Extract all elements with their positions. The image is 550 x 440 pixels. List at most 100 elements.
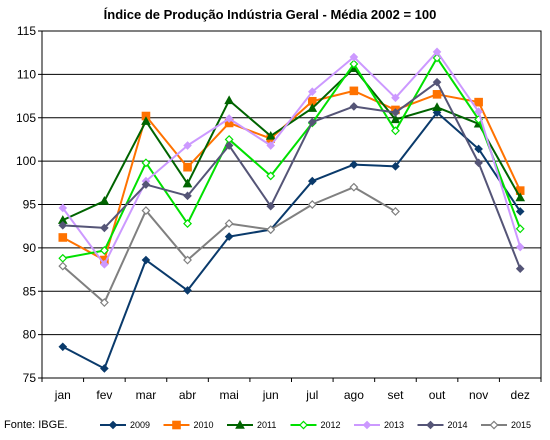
legend-swatch-marker	[235, 419, 245, 429]
data-point-2009	[100, 364, 109, 373]
data-point-2009	[391, 162, 400, 171]
y-tick-label: 110	[17, 67, 36, 81]
data-point-2012	[99, 246, 109, 255]
data-point-2009	[141, 255, 151, 265]
data-point-2011	[224, 95, 234, 105]
legend-item-2015: 2015	[481, 420, 531, 430]
data-point-2010	[58, 233, 68, 242]
data-point-2012	[349, 59, 359, 69]
data-point-2014	[391, 108, 400, 117]
data-point-2011	[307, 103, 318, 112]
series-2013	[58, 47, 525, 269]
y-tick-label: 100	[16, 154, 36, 168]
legend-item-2010: 2010	[163, 420, 214, 430]
data-point-2012	[515, 224, 525, 234]
data-point-2012	[141, 158, 151, 168]
series-line-2009	[62, 111, 522, 370]
legend-item-2013: 2013	[354, 420, 404, 430]
y-tick-label: 85	[23, 284, 37, 298]
data-point-2014	[141, 180, 151, 189]
data-point-2015	[183, 255, 192, 265]
legend-label: 2015	[511, 420, 531, 430]
data-point-2011	[515, 192, 526, 202]
legend-swatch-marker	[108, 420, 118, 430]
data-point-2015	[99, 298, 109, 307]
y-tick-label: 105	[16, 111, 36, 125]
series-layer	[57, 47, 526, 373]
data-point-2015	[349, 182, 359, 192]
data-point-2009	[224, 232, 234, 241]
data-point-2013	[58, 203, 68, 213]
data-point-2014	[515, 264, 525, 274]
x-tick-label: mar	[136, 388, 157, 402]
data-point-2009	[474, 144, 483, 154]
legend-label: 2009	[130, 420, 150, 430]
data-point-2013	[515, 242, 525, 252]
data-point-2015	[391, 206, 400, 216]
x-tick-label: nov	[469, 388, 488, 402]
x-tick-label: jan	[54, 388, 71, 402]
series-2015	[58, 182, 400, 307]
data-point-2013	[432, 47, 442, 57]
series-line-2010	[62, 89, 522, 262]
data-point-2009	[307, 176, 317, 186]
series-2012	[58, 53, 525, 263]
y-tick-label: 75	[23, 371, 37, 385]
data-point-2010	[183, 162, 192, 172]
x-tick-label: dez	[511, 388, 530, 402]
series-line-2013	[61, 50, 522, 266]
data-point-2015	[266, 225, 276, 235]
data-point-2014	[58, 221, 68, 230]
series-line-2014	[62, 81, 522, 270]
legend-swatch-marker	[426, 420, 435, 430]
y-tick-label: 90	[23, 241, 37, 255]
legend-label: 2014	[448, 420, 468, 430]
legend-label: 2011	[257, 420, 276, 430]
data-point-2012	[266, 171, 276, 181]
data-point-2013	[349, 52, 359, 62]
x-tick-label: jul	[305, 388, 318, 402]
data-point-2009	[183, 286, 192, 295]
chart-title: Índice de Produção Indústria Geral - Méd…	[104, 7, 437, 22]
data-point-2013	[474, 107, 483, 116]
data-point-2010	[349, 86, 359, 96]
legend-label: 2010	[194, 420, 214, 430]
data-point-2014	[100, 223, 109, 233]
data-point-2012	[391, 126, 400, 136]
legend-swatch-marker	[299, 420, 308, 430]
legend-item-2012: 2012	[290, 420, 341, 430]
legend-label: 2013	[384, 420, 404, 430]
series-line-2012	[62, 56, 522, 260]
data-point-2011	[432, 102, 442, 112]
data-point-2009	[58, 342, 68, 352]
legend-swatch-marker	[172, 420, 181, 430]
y-tick-label: 80	[23, 328, 37, 342]
data-point-2014	[224, 141, 234, 150]
x-tick-label: abr	[179, 388, 196, 402]
data-point-2011	[390, 114, 401, 124]
data-point-2013	[307, 87, 317, 97]
data-point-2013	[100, 260, 109, 269]
data-point-2013	[183, 141, 192, 150]
data-point-2014	[183, 191, 192, 201]
data-point-2014	[474, 158, 483, 168]
x-tick-label: set	[387, 388, 404, 402]
data-point-2013	[391, 93, 400, 103]
legend-item-2009: 2009	[100, 420, 150, 430]
data-point-2015	[141, 206, 151, 216]
series-2014	[58, 77, 525, 274]
data-point-2012	[58, 253, 68, 263]
x-tick-label: ago	[344, 388, 364, 402]
data-point-2014	[307, 117, 317, 127]
x-axis: jan fev mar abr mai jun jul ago set out nov dez	[41, 378, 542, 402]
data-point-2014	[349, 102, 359, 111]
data-point-2013	[224, 114, 234, 123]
x-tick-label: out	[429, 388, 446, 402]
data-point-2009	[515, 207, 525, 216]
data-point-2015	[224, 219, 234, 229]
source-note: Fonte: IBGE.	[4, 419, 68, 431]
data-point-2011	[141, 116, 151, 125]
data-point-2011	[99, 196, 110, 205]
x-tick-label: mai	[219, 388, 238, 402]
